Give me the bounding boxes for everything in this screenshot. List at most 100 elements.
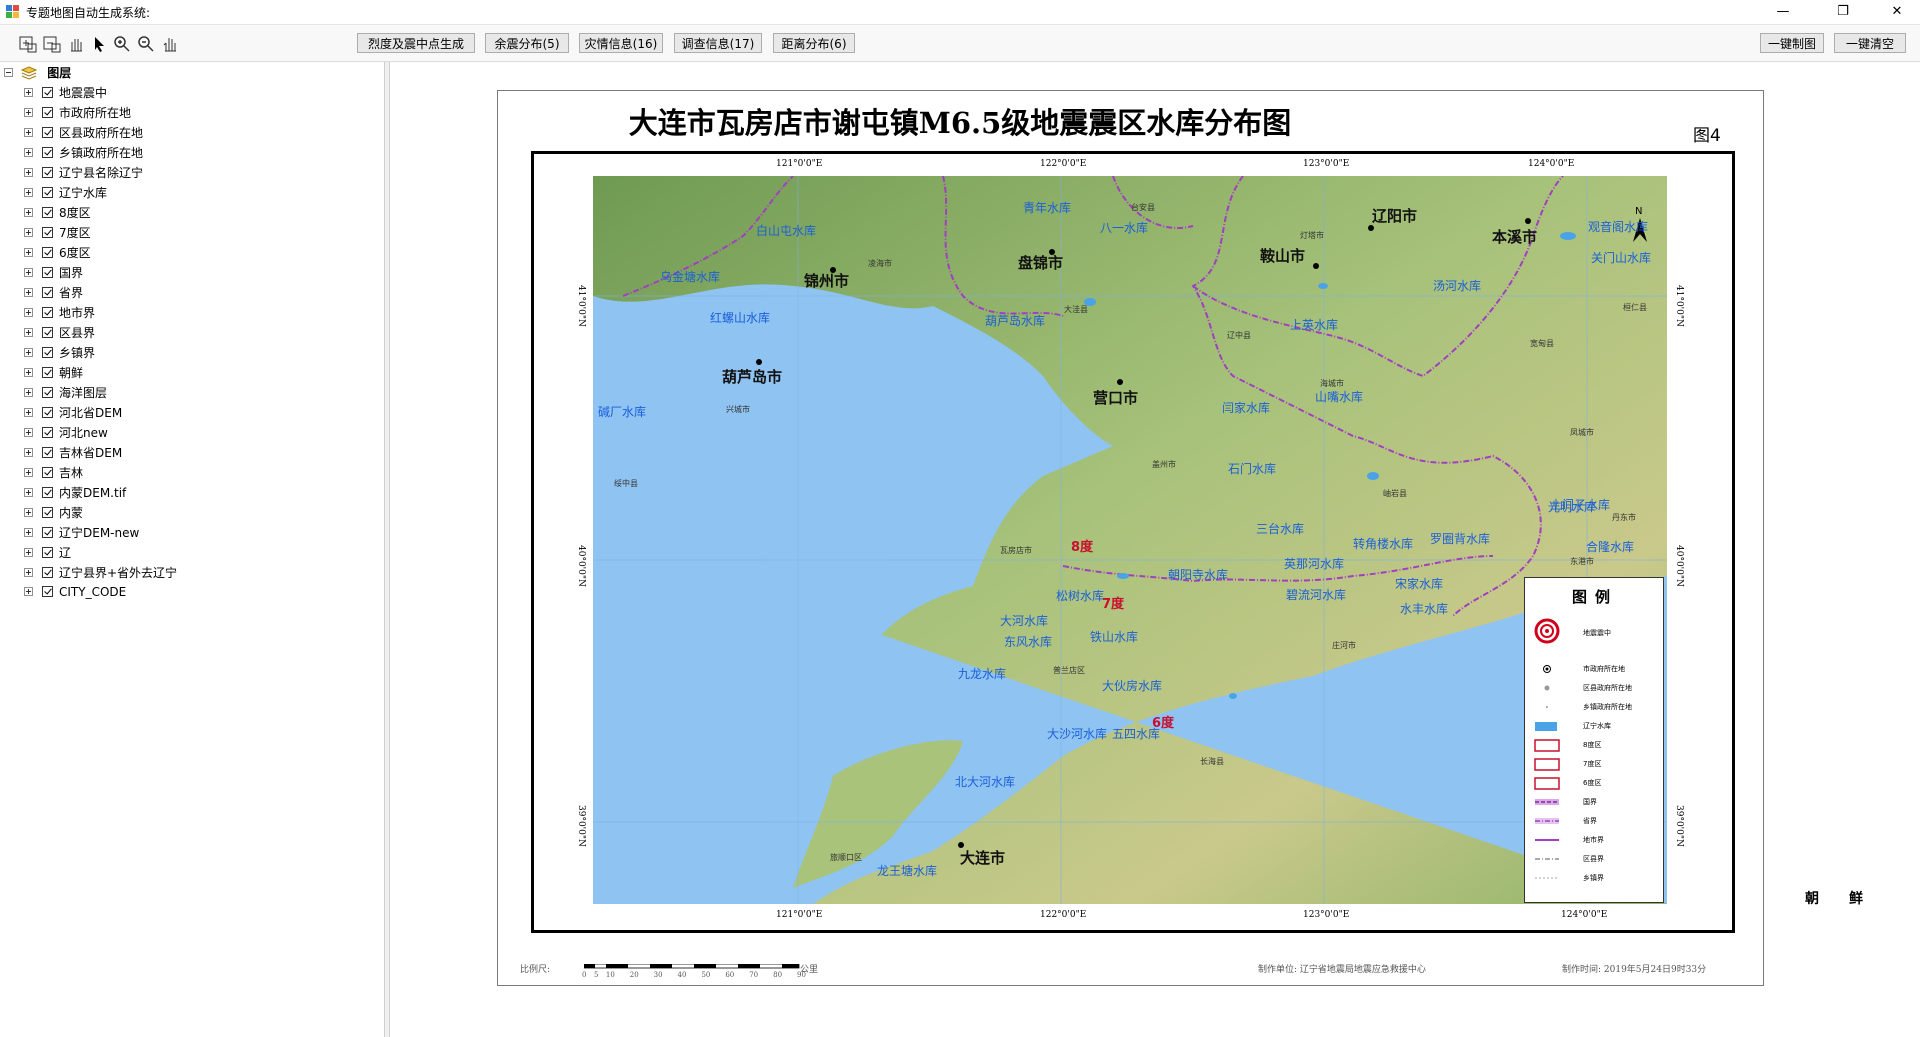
expand-icon[interactable] (24, 587, 33, 596)
expand-icon[interactable] (24, 488, 33, 497)
layer-visibility-checkbox[interactable] (42, 547, 53, 558)
toc-layer-item[interactable]: 辽宁县名除辽宁 (24, 164, 143, 182)
layer-visibility-checkbox[interactable] (42, 107, 53, 118)
zoom-out-icon[interactable] (136, 34, 156, 54)
expand-icon[interactable] (24, 128, 33, 137)
toc-root[interactable]: 图层 (4, 64, 71, 82)
layer-visibility-checkbox[interactable] (42, 327, 53, 338)
layer-visibility-checkbox[interactable] (42, 467, 53, 478)
expand-icon[interactable] (24, 308, 33, 317)
add-data-icon[interactable] (18, 34, 38, 54)
toc-layer-item[interactable]: 吉林 (24, 464, 83, 482)
toc-layer-item[interactable]: 河北new (24, 424, 108, 442)
layer-visibility-checkbox[interactable] (42, 147, 53, 158)
make-map-button[interactable]: 一键制图 (1760, 33, 1824, 53)
expand-icon[interactable] (24, 88, 33, 97)
layer-visibility-checkbox[interactable] (42, 527, 53, 538)
layer-visibility-checkbox[interactable] (42, 567, 53, 578)
toc-layer-item[interactable]: CITY_CODE (24, 584, 126, 602)
select-arrow-icon[interactable] (90, 34, 110, 54)
toc-layer-item[interactable]: 8度区 (24, 204, 91, 222)
toc-layer-item[interactable]: 国界 (24, 264, 83, 282)
toc-layer-item[interactable]: 地震震中 (24, 84, 107, 102)
toc-layer-item[interactable]: 辽宁DEM-new (24, 524, 139, 542)
toc-layer-item[interactable]: 区县政府所在地 (24, 124, 143, 142)
layer-visibility-checkbox[interactable] (42, 507, 53, 518)
toc-layer-item[interactable]: 朝鲜 (24, 364, 83, 382)
toc-layer-item[interactable]: 辽宁水库 (24, 184, 107, 202)
layer-visibility-checkbox[interactable] (42, 127, 53, 138)
toc-layer-item[interactable]: 市政府所在地 (24, 104, 131, 122)
expand-icon[interactable] (24, 208, 33, 217)
distance-button[interactable]: 距离分布(6) (773, 33, 855, 53)
expand-icon[interactable] (24, 528, 33, 537)
layer-visibility-checkbox[interactable] (42, 87, 53, 98)
expand-icon[interactable] (24, 388, 33, 397)
toc-layer-item[interactable]: 内蒙 (24, 504, 83, 522)
toc-layer-item[interactable]: 辽宁县界+省外去辽宁 (24, 564, 177, 582)
clear-button[interactable]: 一键清空 (1834, 33, 1906, 53)
toc-layer-item[interactable]: 海洋图层 (24, 384, 107, 402)
layer-visibility-checkbox[interactable] (42, 167, 53, 178)
expand-icon[interactable] (24, 328, 33, 337)
layer-visibility-checkbox[interactable] (42, 586, 53, 597)
remove-data-icon[interactable] (42, 34, 62, 54)
toc-layer-item[interactable]: 乡镇政府所在地 (24, 144, 143, 162)
layer-visibility-checkbox[interactable] (42, 187, 53, 198)
expand-icon[interactable] (24, 448, 33, 457)
layer-visibility-checkbox[interactable] (42, 367, 53, 378)
layer-visibility-checkbox[interactable] (42, 347, 53, 358)
aftershock-button[interactable]: 余震分布(5) (485, 33, 569, 53)
layer-visibility-checkbox[interactable] (42, 407, 53, 418)
expand-icon[interactable] (24, 268, 33, 277)
pan-hand-icon[interactable] (66, 34, 86, 54)
layer-visibility-checkbox[interactable] (42, 207, 53, 218)
pan-icon[interactable] (160, 34, 180, 54)
toc-layer-item[interactable]: 吉林省DEM (24, 444, 122, 462)
expand-icon[interactable] (24, 288, 33, 297)
layer-visibility-checkbox[interactable] (42, 267, 53, 278)
layer-visibility-checkbox[interactable] (42, 487, 53, 498)
intensity-button[interactable]: 烈度及震中点生成 (357, 33, 475, 53)
expand-icon[interactable] (24, 508, 33, 517)
expand-icon[interactable] (24, 188, 33, 197)
toc-layer-item[interactable]: 区县界 (24, 324, 95, 342)
expand-icon[interactable] (24, 408, 33, 417)
minimize-button[interactable]: — (1776, 4, 1790, 19)
toc-layer-item[interactable]: 河北省DEM (24, 404, 122, 422)
toc-layer-item[interactable]: 地市界 (24, 304, 95, 322)
expand-icon[interactable] (24, 168, 33, 177)
expand-icon[interactable] (24, 348, 33, 357)
layer-visibility-checkbox[interactable] (42, 427, 53, 438)
expand-icon[interactable] (24, 228, 33, 237)
toc-layer-item[interactable]: 省界 (24, 284, 83, 302)
north-arrow-icon: N (1633, 206, 1647, 242)
layer-visibility-checkbox[interactable] (42, 387, 53, 398)
expand-icon[interactable] (24, 148, 33, 157)
survey-button[interactable]: 调查信息(17) (674, 33, 762, 53)
expand-icon[interactable] (24, 248, 33, 257)
map-canvas[interactable] (593, 176, 1667, 904)
zoom-in-icon[interactable] (112, 34, 132, 54)
collapse-icon[interactable] (4, 68, 13, 77)
layer-visibility-checkbox[interactable] (42, 247, 53, 258)
disaster-button[interactable]: 灾情信息(16) (579, 33, 663, 53)
panel-splitter[interactable] (385, 62, 390, 1037)
toc-layer-item[interactable]: 内蒙DEM.tif (24, 484, 126, 502)
expand-icon[interactable] (24, 428, 33, 437)
toc-layer-item[interactable]: 辽 (24, 544, 71, 562)
toc-layer-item[interactable]: 6度区 (24, 244, 91, 262)
toc-layer-item[interactable]: 7度区 (24, 224, 91, 242)
layer-visibility-checkbox[interactable] (42, 287, 53, 298)
restore-button[interactable]: ❐ (1837, 4, 1849, 19)
expand-icon[interactable] (24, 568, 33, 577)
expand-icon[interactable] (24, 368, 33, 377)
toc-layer-item[interactable]: 乡镇界 (24, 344, 95, 362)
close-button[interactable]: ✕ (1891, 4, 1903, 19)
expand-icon[interactable] (24, 108, 33, 117)
layer-visibility-checkbox[interactable] (42, 227, 53, 238)
expand-icon[interactable] (24, 468, 33, 477)
expand-icon[interactable] (24, 548, 33, 557)
layer-visibility-checkbox[interactable] (42, 447, 53, 458)
layer-visibility-checkbox[interactable] (42, 307, 53, 318)
